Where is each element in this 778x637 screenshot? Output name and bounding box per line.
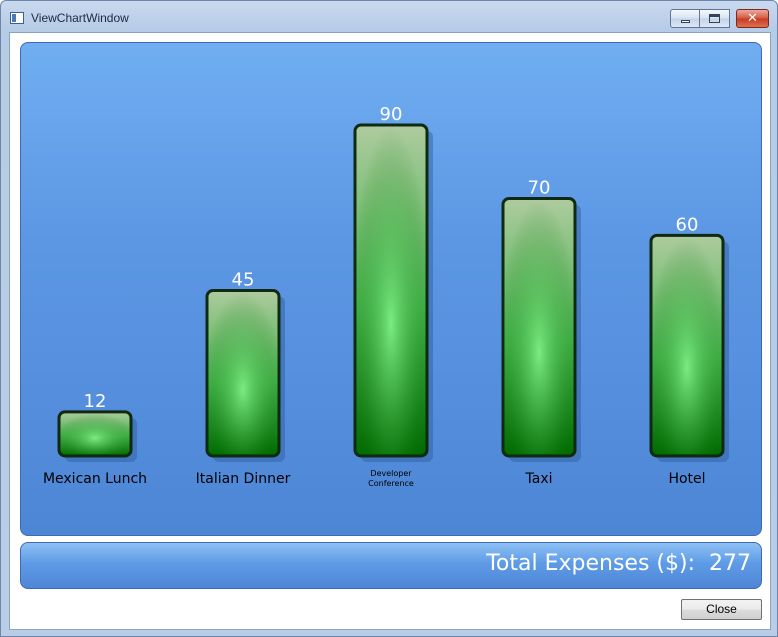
bar-highlight — [505, 200, 573, 454]
chart-panel: 12 Mexican Lunch 45 Italian Dinner 90 Develop… — [20, 42, 762, 536]
close-icon: ✕ — [747, 11, 758, 26]
total-expenses-label: Total Expenses ($): — [486, 551, 695, 576]
maximize-button[interactable] — [700, 9, 730, 28]
bar-highlight — [357, 127, 425, 454]
bar-highlight — [61, 413, 129, 454]
total-expenses-text: Total Expenses ($): 277 — [486, 551, 751, 576]
minimize-icon — [681, 20, 690, 23]
category-label: Mexican Lunch — [43, 471, 147, 487]
category-label: Taxi — [525, 471, 553, 487]
category-label: Conference — [368, 479, 414, 488]
category-label: Italian Dinner — [196, 471, 291, 487]
window-client-area: 12 Mexican Lunch 45 Italian Dinner 90 Develop… — [9, 32, 771, 630]
total-expenses-panel: Total Expenses ($): 277 — [20, 542, 762, 589]
minimize-button[interactable] — [670, 9, 700, 28]
bar-chart: 12 Mexican Lunch 45 Italian Dinner 90 Develop… — [43, 104, 729, 488]
window-close-button[interactable]: ✕ — [736, 9, 769, 28]
bar-value-label: 12 — [84, 391, 107, 412]
maximize-icon — [709, 14, 720, 23]
category-label: Developer — [370, 469, 412, 478]
window-title: ViewChartWindow — [31, 11, 129, 25]
category-label: Hotel — [668, 471, 705, 487]
close-button[interactable]: Close — [681, 599, 762, 620]
total-expenses-value: 277 — [709, 551, 751, 576]
bar-value-label: 70 — [528, 178, 551, 199]
bar-value-label: 90 — [380, 104, 403, 125]
bar-value-label: 60 — [676, 214, 699, 235]
bar-value-label: 45 — [232, 270, 255, 291]
bar-highlight — [653, 237, 721, 454]
title-bar[interactable]: ViewChartWindow ✕ — [1, 1, 777, 33]
bar-highlight — [209, 292, 277, 454]
app-window-icon — [10, 12, 24, 24]
